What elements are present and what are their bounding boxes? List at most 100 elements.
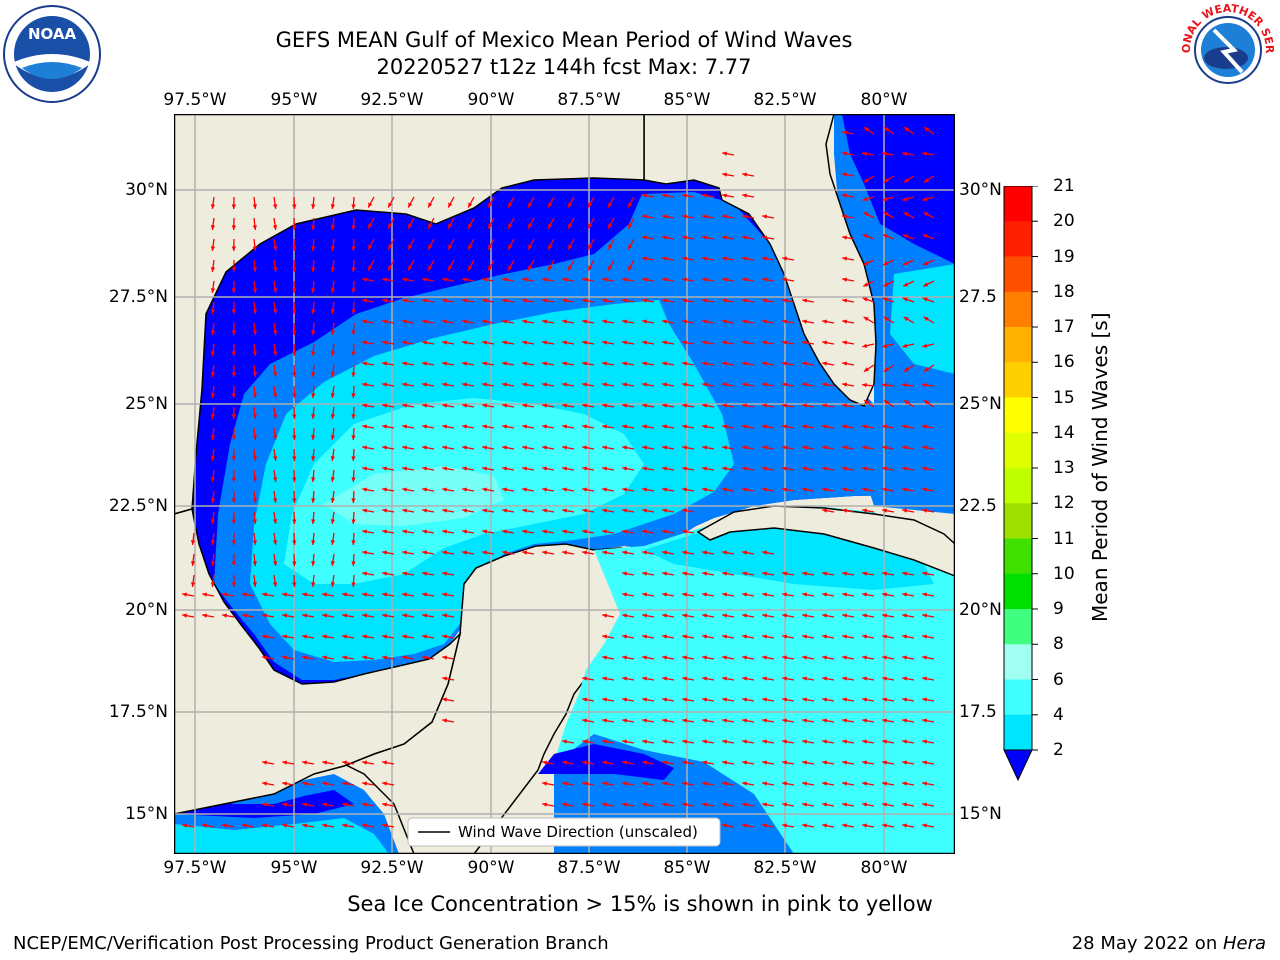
wind-wave-arrow xyxy=(742,613,755,618)
wind-wave-arrow xyxy=(292,322,297,336)
wind-wave-arrow xyxy=(382,382,395,387)
wind-wave-arrow xyxy=(422,571,435,576)
wind-wave-arrow xyxy=(382,340,395,345)
wind-wave-arrow xyxy=(311,469,316,483)
lat-label-right: 27.5 xyxy=(959,287,997,307)
wind-wave-arrow xyxy=(682,277,695,282)
wind-wave-arrow xyxy=(351,343,356,357)
wind-wave-arrow xyxy=(422,592,435,597)
wind-wave-arrow xyxy=(802,487,815,492)
wind-wave-arrow xyxy=(822,508,835,513)
wind-wave-arrow xyxy=(292,490,297,504)
wind-wave-arrow xyxy=(362,613,375,618)
wind-wave-arrow xyxy=(742,739,755,744)
wind-wave-arrow xyxy=(462,529,475,534)
wind-wave-arrow xyxy=(822,613,835,618)
colorbar-segment xyxy=(1004,573,1032,610)
wind-wave-arrow xyxy=(382,571,395,576)
wind-wave-arrow xyxy=(742,424,755,429)
wind-wave-arrow xyxy=(922,445,935,450)
wind-wave-arrow xyxy=(802,403,815,408)
wind-wave-arrow xyxy=(362,760,375,765)
wind-wave-arrow xyxy=(482,466,495,471)
wind-wave-arrow xyxy=(742,277,755,282)
wind-wave-arrow xyxy=(762,781,775,786)
wind-wave-arrow xyxy=(252,406,258,419)
colorbar-segment xyxy=(1004,538,1032,575)
wind-wave-arrow xyxy=(842,697,855,702)
wind-wave-arrow xyxy=(402,319,415,324)
wind-wave-arrow xyxy=(482,508,495,513)
wind-wave-arrow xyxy=(662,613,675,618)
wind-wave-arrow xyxy=(642,382,655,387)
wind-wave-arrow xyxy=(782,592,795,597)
wind-wave-arrow xyxy=(822,739,835,744)
wind-wave-arrow xyxy=(351,490,356,504)
wind-wave-arrow xyxy=(902,259,915,266)
wind-wave-arrow xyxy=(622,781,635,786)
wind-wave-arrow xyxy=(542,403,555,408)
wind-wave-arrow xyxy=(330,469,336,482)
wind-wave-arrow xyxy=(311,532,316,546)
wind-wave-arrow xyxy=(602,697,615,702)
wind-wave-arrow xyxy=(542,277,555,282)
wind-wave-arrow xyxy=(182,592,195,597)
wind-wave-arrow xyxy=(922,676,935,681)
noaa-logo-text: NOAA xyxy=(28,25,77,43)
wind-wave-arrow xyxy=(922,234,935,240)
wind-wave-arrow xyxy=(902,508,915,513)
wind-wave-arrow xyxy=(607,196,615,208)
wind-wave-arrow xyxy=(587,196,595,208)
wind-wave-arrow xyxy=(427,238,435,250)
wind-wave-arrow xyxy=(702,802,715,807)
wind-wave-arrow xyxy=(582,760,595,765)
wind-wave-arrow xyxy=(802,760,815,765)
wind-wave-arrow xyxy=(682,466,695,471)
wind-wave-arrow xyxy=(542,361,555,366)
wind-wave-arrow xyxy=(762,256,775,261)
wind-wave-arrow xyxy=(702,676,715,681)
colorbar-segment xyxy=(1004,468,1032,504)
wind-wave-arrow xyxy=(522,508,535,513)
wind-wave-arrow xyxy=(882,760,895,765)
wind-wave-arrow xyxy=(382,487,395,492)
wind-wave-arrow xyxy=(622,403,635,408)
wind-wave-arrow xyxy=(923,126,935,135)
wind-wave-arrow xyxy=(622,697,635,702)
wind-wave-arrow xyxy=(522,403,535,408)
wind-wave-arrow xyxy=(762,277,775,282)
wind-wave-arrow xyxy=(252,196,258,209)
wind-wave-arrow xyxy=(402,508,415,513)
wind-wave-arrow xyxy=(582,361,595,366)
wind-wave-arrow xyxy=(402,298,415,303)
wind-wave-arrow xyxy=(802,382,815,387)
wind-wave-arrow xyxy=(342,802,355,807)
wind-wave-arrow xyxy=(482,382,495,387)
wind-wave-arrow xyxy=(842,781,855,786)
colorbar-segment xyxy=(1004,362,1032,398)
wind-wave-arrow xyxy=(662,655,675,660)
wind-wave-arrow xyxy=(662,298,675,303)
wind-wave-arrow xyxy=(662,760,675,765)
wind-wave-arrow xyxy=(462,424,475,429)
wind-wave-arrow xyxy=(522,529,535,534)
wind-wave-arrow xyxy=(702,697,715,702)
wind-wave-arrow xyxy=(210,490,216,503)
wind-wave-arrow xyxy=(210,343,216,356)
wind-wave-arrow xyxy=(722,277,735,282)
colorbar-tick-label: 18 xyxy=(1053,281,1075,302)
wind-wave-arrow xyxy=(822,403,835,408)
wind-wave-arrow xyxy=(862,718,875,723)
wind-wave-arrow xyxy=(582,487,595,492)
colorbar-tick-label: 10 xyxy=(1053,563,1075,584)
wind-wave-arrow xyxy=(622,739,635,744)
wind-wave-arrow xyxy=(462,508,475,513)
wind-wave-arrow xyxy=(922,655,935,660)
wind-wave-arrow xyxy=(762,340,775,345)
wind-wave-arrow xyxy=(362,802,375,807)
wind-wave-arrow xyxy=(902,424,915,429)
wind-wave-arrow xyxy=(922,151,935,156)
wind-wave-arrow xyxy=(642,298,655,303)
wind-wave-arrow xyxy=(351,364,356,378)
wind-wave-arrow xyxy=(882,280,895,287)
